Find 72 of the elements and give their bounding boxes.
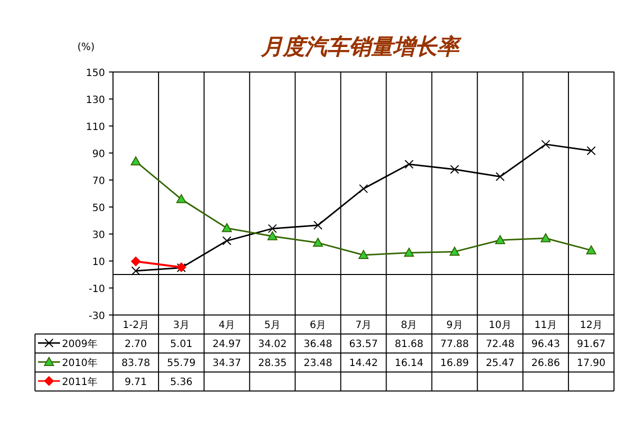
- point: [131, 266, 140, 276]
- y-tick-label: 110: [86, 122, 105, 133]
- point: [404, 160, 414, 169]
- data-label: 25.47: [486, 358, 514, 369]
- legend-label: 2011年: [62, 376, 98, 388]
- point: [586, 245, 596, 254]
- data-label: 72.48: [486, 339, 514, 350]
- y-tick-label: 130: [86, 95, 105, 106]
- data-label: 2.70: [124, 339, 147, 350]
- x-tick-label: 3月: [173, 320, 190, 331]
- data-label: 16.14: [394, 358, 424, 369]
- x-tick-label: 1-2月: [122, 320, 149, 331]
- x-tick-label: 11月: [534, 320, 558, 331]
- y-axis-title: (%): [77, 42, 95, 53]
- data-label: 24.97: [212, 339, 242, 350]
- y-tick-label: 70: [92, 176, 105, 187]
- data-label: 16.89: [440, 358, 469, 369]
- point: [540, 233, 551, 242]
- point: [495, 235, 506, 244]
- data-label: 83.78: [121, 358, 150, 369]
- point: [176, 194, 186, 204]
- x-tick-label: 10月: [488, 320, 512, 331]
- data-label: 34.02: [258, 339, 287, 350]
- data-label: 9.71: [124, 377, 147, 388]
- data-label: 36.48: [304, 339, 332, 350]
- data-label: 5.36: [170, 377, 192, 388]
- data-label: 23.48: [304, 358, 332, 369]
- point: [267, 231, 278, 240]
- point: [404, 248, 414, 257]
- point: [268, 224, 277, 234]
- point: [222, 223, 232, 232]
- point: [450, 164, 460, 174]
- x-tick-label: 12月: [580, 320, 603, 331]
- legend-label: 2009年: [62, 338, 98, 350]
- y-tick-label: 50: [92, 203, 105, 214]
- x-tick-label: 5月: [264, 320, 281, 331]
- x-tick-label: 9月: [446, 320, 463, 331]
- point: [222, 236, 232, 246]
- data-label: 55.79: [167, 358, 196, 369]
- x-tick-label: 8月: [400, 320, 418, 331]
- data-label: 91.67: [576, 339, 606, 350]
- data-label: 26.86: [531, 358, 560, 369]
- x-tick-label: 6月: [310, 320, 326, 331]
- y-tick-label: -30: [88, 311, 105, 322]
- data-label: 96.43: [531, 339, 560, 350]
- x-tick-label: 4月: [218, 320, 236, 331]
- data-label: 34.37: [212, 358, 242, 369]
- data-label: 28.35: [258, 358, 287, 369]
- point: [586, 146, 596, 156]
- point: [358, 250, 368, 260]
- data-label: 17.90: [576, 358, 606, 369]
- point: [130, 156, 141, 166]
- point: [359, 184, 368, 194]
- data-label: 5.01: [170, 339, 192, 350]
- legend-label: 2010年: [62, 357, 98, 369]
- data-label: 63.57: [349, 339, 378, 350]
- y-tick-label: 10: [92, 257, 105, 268]
- point: [450, 246, 460, 256]
- data-label: 77.88: [440, 339, 469, 350]
- y-tick-label: 30: [92, 230, 105, 241]
- y-tick-label: -10: [88, 284, 105, 295]
- chart-title: 月度汽车销量增长率: [260, 34, 462, 60]
- data-label: 14.42: [349, 358, 378, 369]
- x-tick-label: 7月: [355, 320, 372, 331]
- y-tick-label: 90: [92, 149, 105, 160]
- point: [312, 238, 323, 247]
- y-tick-label: 150: [86, 68, 105, 79]
- data-label: 81.68: [394, 339, 424, 350]
- point: [496, 172, 505, 182]
- point: [130, 256, 141, 266]
- point: [313, 220, 322, 230]
- point: [541, 140, 550, 149]
